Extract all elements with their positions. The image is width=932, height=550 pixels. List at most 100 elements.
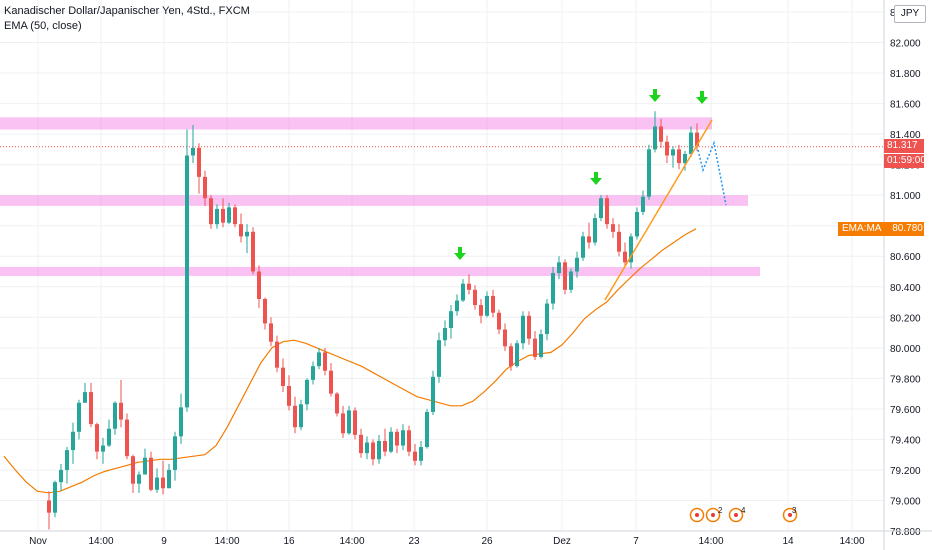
candle-body (581, 236, 585, 258)
candle-body (695, 132, 699, 147)
symbol-title[interactable]: Kanadischer Dollar/Japanischer Yen, 4Std… (4, 5, 250, 17)
resistance-zone (0, 266, 760, 277)
candle-body (449, 311, 453, 328)
candle-body (527, 315, 531, 339)
candle-body (647, 149, 651, 197)
candle-body (293, 405, 297, 428)
candle-body (143, 457, 147, 475)
candle-body (173, 436, 177, 470)
bar-countdown-tag: 01:59:00 (884, 154, 926, 168)
candle-body (587, 236, 591, 243)
candle-body (221, 208, 225, 223)
price-tick-label: 81.400 (890, 130, 921, 141)
currency-badge[interactable]: JPY (894, 5, 926, 23)
candle-body (461, 283, 465, 301)
candle-body (77, 402, 81, 432)
event-count-label: 2 (718, 506, 723, 515)
candle-body (125, 419, 129, 457)
down-arrow-icon (696, 91, 708, 104)
candle-body (569, 271, 573, 290)
candle-body (437, 340, 441, 377)
price-tick-label: 79.600 (890, 405, 921, 416)
candle-body (677, 149, 681, 164)
candle-body (191, 147, 195, 156)
down-arrow-icon (454, 247, 466, 260)
price-tick-label: 81.800 (890, 69, 921, 80)
candle-body (671, 149, 675, 156)
candle-body (659, 126, 663, 142)
projection-path (697, 140, 727, 206)
price-tick-label: 78.800 (890, 527, 921, 538)
time-tick-label: 14:00 (88, 536, 113, 547)
event-dot (695, 513, 699, 517)
resistance-zones (0, 117, 884, 277)
candle-body (503, 329, 507, 347)
candle-body (71, 431, 75, 451)
candle-body (59, 469, 63, 483)
candle-body (263, 298, 267, 324)
time-tick-label: 14:00 (839, 536, 864, 547)
event-dot (788, 513, 792, 517)
candle-body (407, 430, 411, 452)
candle-body (95, 424, 99, 452)
candle-body (275, 341, 279, 368)
candle-body (323, 352, 327, 371)
candle-body (353, 410, 357, 435)
time-tick-label: 14:00 (339, 536, 364, 547)
price-tick-label: 80.600 (890, 252, 921, 263)
candle-body (179, 407, 183, 437)
event-dot (734, 513, 738, 517)
time-tick-label: Nov (29, 536, 47, 547)
candle-body (47, 500, 51, 513)
time-tick-label: 14:00 (214, 536, 239, 547)
time-tick-label: 9 (161, 536, 167, 547)
time-tick-label: 16 (283, 536, 295, 547)
candle-body (617, 231, 621, 252)
candle-body (119, 402, 123, 420)
candle-body (233, 207, 237, 225)
time-axis: Nov 14:00 9 14:00 16 14:00 23 26 Dez 7 14:00 14 14:0… (29, 536, 865, 547)
candle-body (479, 305, 483, 316)
candle-body (359, 434, 363, 454)
event-markers: 2 4 3 (689, 506, 798, 523)
candle-body (287, 385, 291, 406)
candle-body (185, 155, 189, 408)
candle-body (485, 295, 489, 316)
indicator-label[interactable]: EMA (50, close) (4, 20, 82, 32)
candle-body (83, 392, 87, 403)
candle-body (431, 376, 435, 412)
candle-body (305, 379, 309, 405)
trend-line (604, 119, 713, 301)
candle-body (329, 370, 333, 394)
candle-body (311, 366, 315, 380)
price-tick-label: 80.400 (890, 283, 921, 294)
candle-body (215, 208, 219, 225)
price-tick-label: 79.200 (890, 466, 921, 477)
event-count-label: 3 (792, 506, 797, 515)
candle-body (131, 456, 135, 484)
time-tick-label: 14 (782, 536, 794, 547)
candle-body (149, 457, 153, 490)
chart-grid (0, 0, 884, 532)
candle-body (593, 218, 597, 243)
candle-body (113, 402, 117, 429)
price-tick-label: 79.400 (890, 435, 921, 446)
candle-body (689, 132, 693, 154)
ema-tag-value: 80.780 (892, 223, 923, 234)
candle-body (413, 451, 417, 461)
chart-drawings: 2 4 3 (454, 89, 798, 523)
candle-body (341, 413, 345, 434)
candle-body (605, 198, 609, 225)
candle-body (89, 392, 93, 425)
candle-body (251, 231, 255, 272)
candle-body (509, 346, 513, 367)
ema-polyline (3, 228, 697, 494)
event-count-label: 4 (741, 506, 746, 515)
candle-body (683, 153, 687, 164)
candle-body (563, 262, 567, 290)
price-tick-label: 80.200 (890, 313, 921, 324)
candle-body (533, 338, 537, 357)
price-tick-label: 81.600 (890, 100, 921, 111)
